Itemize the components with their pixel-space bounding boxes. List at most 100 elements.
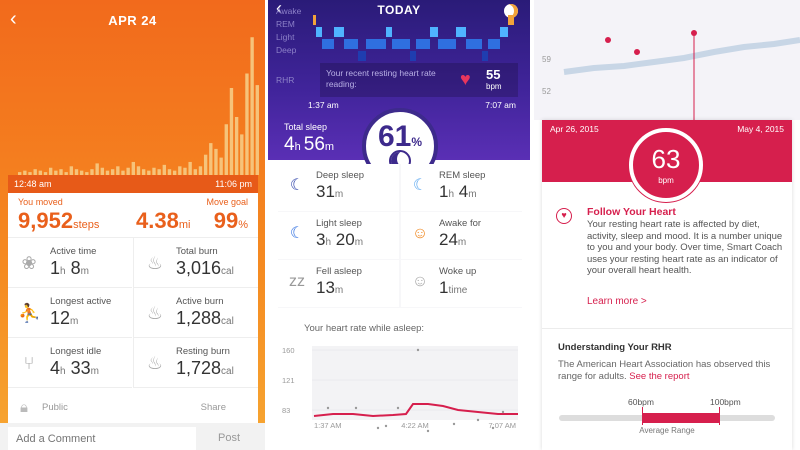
range-highlight xyxy=(642,413,720,423)
activity-bar xyxy=(28,172,32,175)
heart-rate-chart: 160 121 83 1:37 AM 4:22 AM 7:07 AM xyxy=(282,346,518,433)
rhr-circle: 63 bpm xyxy=(629,128,703,202)
activity-date: APR 24 xyxy=(108,13,157,28)
activity-bar xyxy=(229,88,234,175)
steps-value: 9,952steps xyxy=(18,208,100,233)
moon-light-icon: ☾ xyxy=(412,177,428,194)
rhr-trend-chart xyxy=(563,30,800,120)
follow-heart-title: Follow Your Heart xyxy=(587,206,676,218)
hr-x-tick: 4:22 AM xyxy=(401,421,429,430)
back-chevron-icon[interactable]: ‹ xyxy=(276,0,282,18)
runner-icon: ⛹ xyxy=(18,303,41,323)
hypnogram-segment xyxy=(482,51,488,61)
hr-y-tick: 121 xyxy=(282,376,295,385)
sleep-stat-value: 31m xyxy=(316,182,344,201)
activity-stat: ⑂ Longest idle 4h 33m xyxy=(8,338,132,388)
activity-bar xyxy=(245,73,249,175)
heart-trend-area: 59 52 xyxy=(534,0,800,120)
activity-stat: ♨ Active burn 1,288cal xyxy=(134,288,258,338)
hr-scatter-point xyxy=(452,422,456,426)
activity-bar xyxy=(250,37,254,175)
sleep-stat-label: Deep sleep xyxy=(316,170,365,181)
activity-bar xyxy=(85,172,89,175)
activity-bar xyxy=(110,169,115,175)
hr-y-tick: 83 xyxy=(282,406,290,415)
sleep-stat: ☾ Light sleep 3h 20m xyxy=(278,212,399,259)
activity-bar xyxy=(33,169,37,175)
activity-bar xyxy=(147,170,151,175)
hr-scatter-point xyxy=(426,429,430,433)
sleep-end-time: 7:07 am xyxy=(485,100,516,110)
hr-scatter-point xyxy=(476,418,480,422)
flame-icon: ♨ xyxy=(146,303,164,323)
hr-scatter-point xyxy=(376,426,380,430)
rhr-value: 55 xyxy=(486,67,501,82)
rhr-trend-point xyxy=(634,49,640,55)
date-start: Apr 26, 2015 xyxy=(550,124,599,134)
activity-bar xyxy=(219,157,223,175)
moon-blue-icon: ☾ xyxy=(289,225,305,242)
privacy-label[interactable]: Public xyxy=(42,402,68,413)
share-button[interactable]: Share xyxy=(200,402,226,413)
activity-stat: ♨ Resting burn 1,728cal xyxy=(134,338,258,388)
learn-more-link[interactable]: Learn more > xyxy=(587,296,647,307)
activity-bar xyxy=(240,134,244,175)
activity-stat: ❀ Active time 1h 8m xyxy=(8,238,132,288)
activity-stat-value: 1,288cal xyxy=(176,308,234,328)
back-chevron-icon[interactable]: ‹ xyxy=(10,8,17,30)
moon-toggle-icon[interactable] xyxy=(504,4,518,18)
stage-deep-label: Deep xyxy=(276,45,297,55)
activity-bar xyxy=(79,170,84,175)
sleep-title: TODAY xyxy=(377,3,421,17)
activity-stat-label: Active time xyxy=(50,246,97,257)
activity-bar xyxy=(178,166,182,175)
sleep-stat: ☾ REM sleep 1h 4m xyxy=(401,164,522,211)
heart-rate-chart-title: Your heart rate while asleep: xyxy=(304,323,425,334)
see-report-link[interactable]: See the report xyxy=(629,370,690,382)
range-caption: Average Range xyxy=(639,426,695,435)
activity-bar xyxy=(234,117,239,175)
sleep-stat-label: Awake for xyxy=(439,218,482,229)
activity-stat-label: Resting burn xyxy=(176,346,230,357)
hypnogram-segment xyxy=(438,39,456,49)
sleep-panel: ‹ TODAY Awake REM Light Deep RHR Your re… xyxy=(268,0,530,450)
hypnogram-segment xyxy=(456,27,466,37)
hr-scatter-point xyxy=(491,426,495,430)
total-sleep-label: Total sleep xyxy=(284,122,328,132)
hypnogram-segment xyxy=(322,39,334,49)
hr-scatter-point xyxy=(384,424,388,428)
hypnogram-segment xyxy=(313,15,316,25)
hr-scatter-point xyxy=(416,348,420,352)
hr-x-tick: 1:37 AM xyxy=(314,421,342,430)
hypnogram-segment xyxy=(366,39,386,49)
lock-icon[interactable]: 🔒︎ xyxy=(20,399,28,416)
activity-stat-value: 4h 33m xyxy=(50,358,99,378)
rhr-trend-point xyxy=(605,37,611,43)
activity-bar xyxy=(152,167,156,175)
hypnogram-segment xyxy=(334,27,344,37)
activity-bar xyxy=(188,161,192,175)
activity-bar xyxy=(23,170,27,175)
activity-stat-label: Total burn xyxy=(176,246,218,257)
moon-dark-icon: ☾ xyxy=(289,177,305,194)
post-button[interactable]: Post xyxy=(218,432,241,444)
face-icon: ☺ xyxy=(411,273,429,290)
comment-input[interactable] xyxy=(8,427,196,450)
hypnogram-segment xyxy=(392,39,410,49)
hypnogram-segment xyxy=(358,51,366,61)
activity-bar-chart xyxy=(18,37,259,175)
hr-scatter-point xyxy=(396,406,400,410)
activity-bar xyxy=(183,167,187,175)
activity-bar xyxy=(74,169,79,175)
trend-y-tick: 59 xyxy=(542,55,551,64)
zzz-icon: zᴢ xyxy=(289,273,305,290)
activity-bar xyxy=(116,166,120,175)
flame-outline-icon: ♨ xyxy=(146,353,164,373)
activity-bar xyxy=(48,167,53,175)
hypnogram-segment xyxy=(466,39,482,49)
activity-bar xyxy=(198,166,203,175)
rhr-big-value: 63 xyxy=(651,144,681,174)
stage-rem-label: REM xyxy=(276,19,295,29)
hypnogram-segment xyxy=(416,39,430,49)
heart-card: Apr 26, 2015 May 4, 2015 63 bpm ♥ Follow… xyxy=(542,120,792,450)
